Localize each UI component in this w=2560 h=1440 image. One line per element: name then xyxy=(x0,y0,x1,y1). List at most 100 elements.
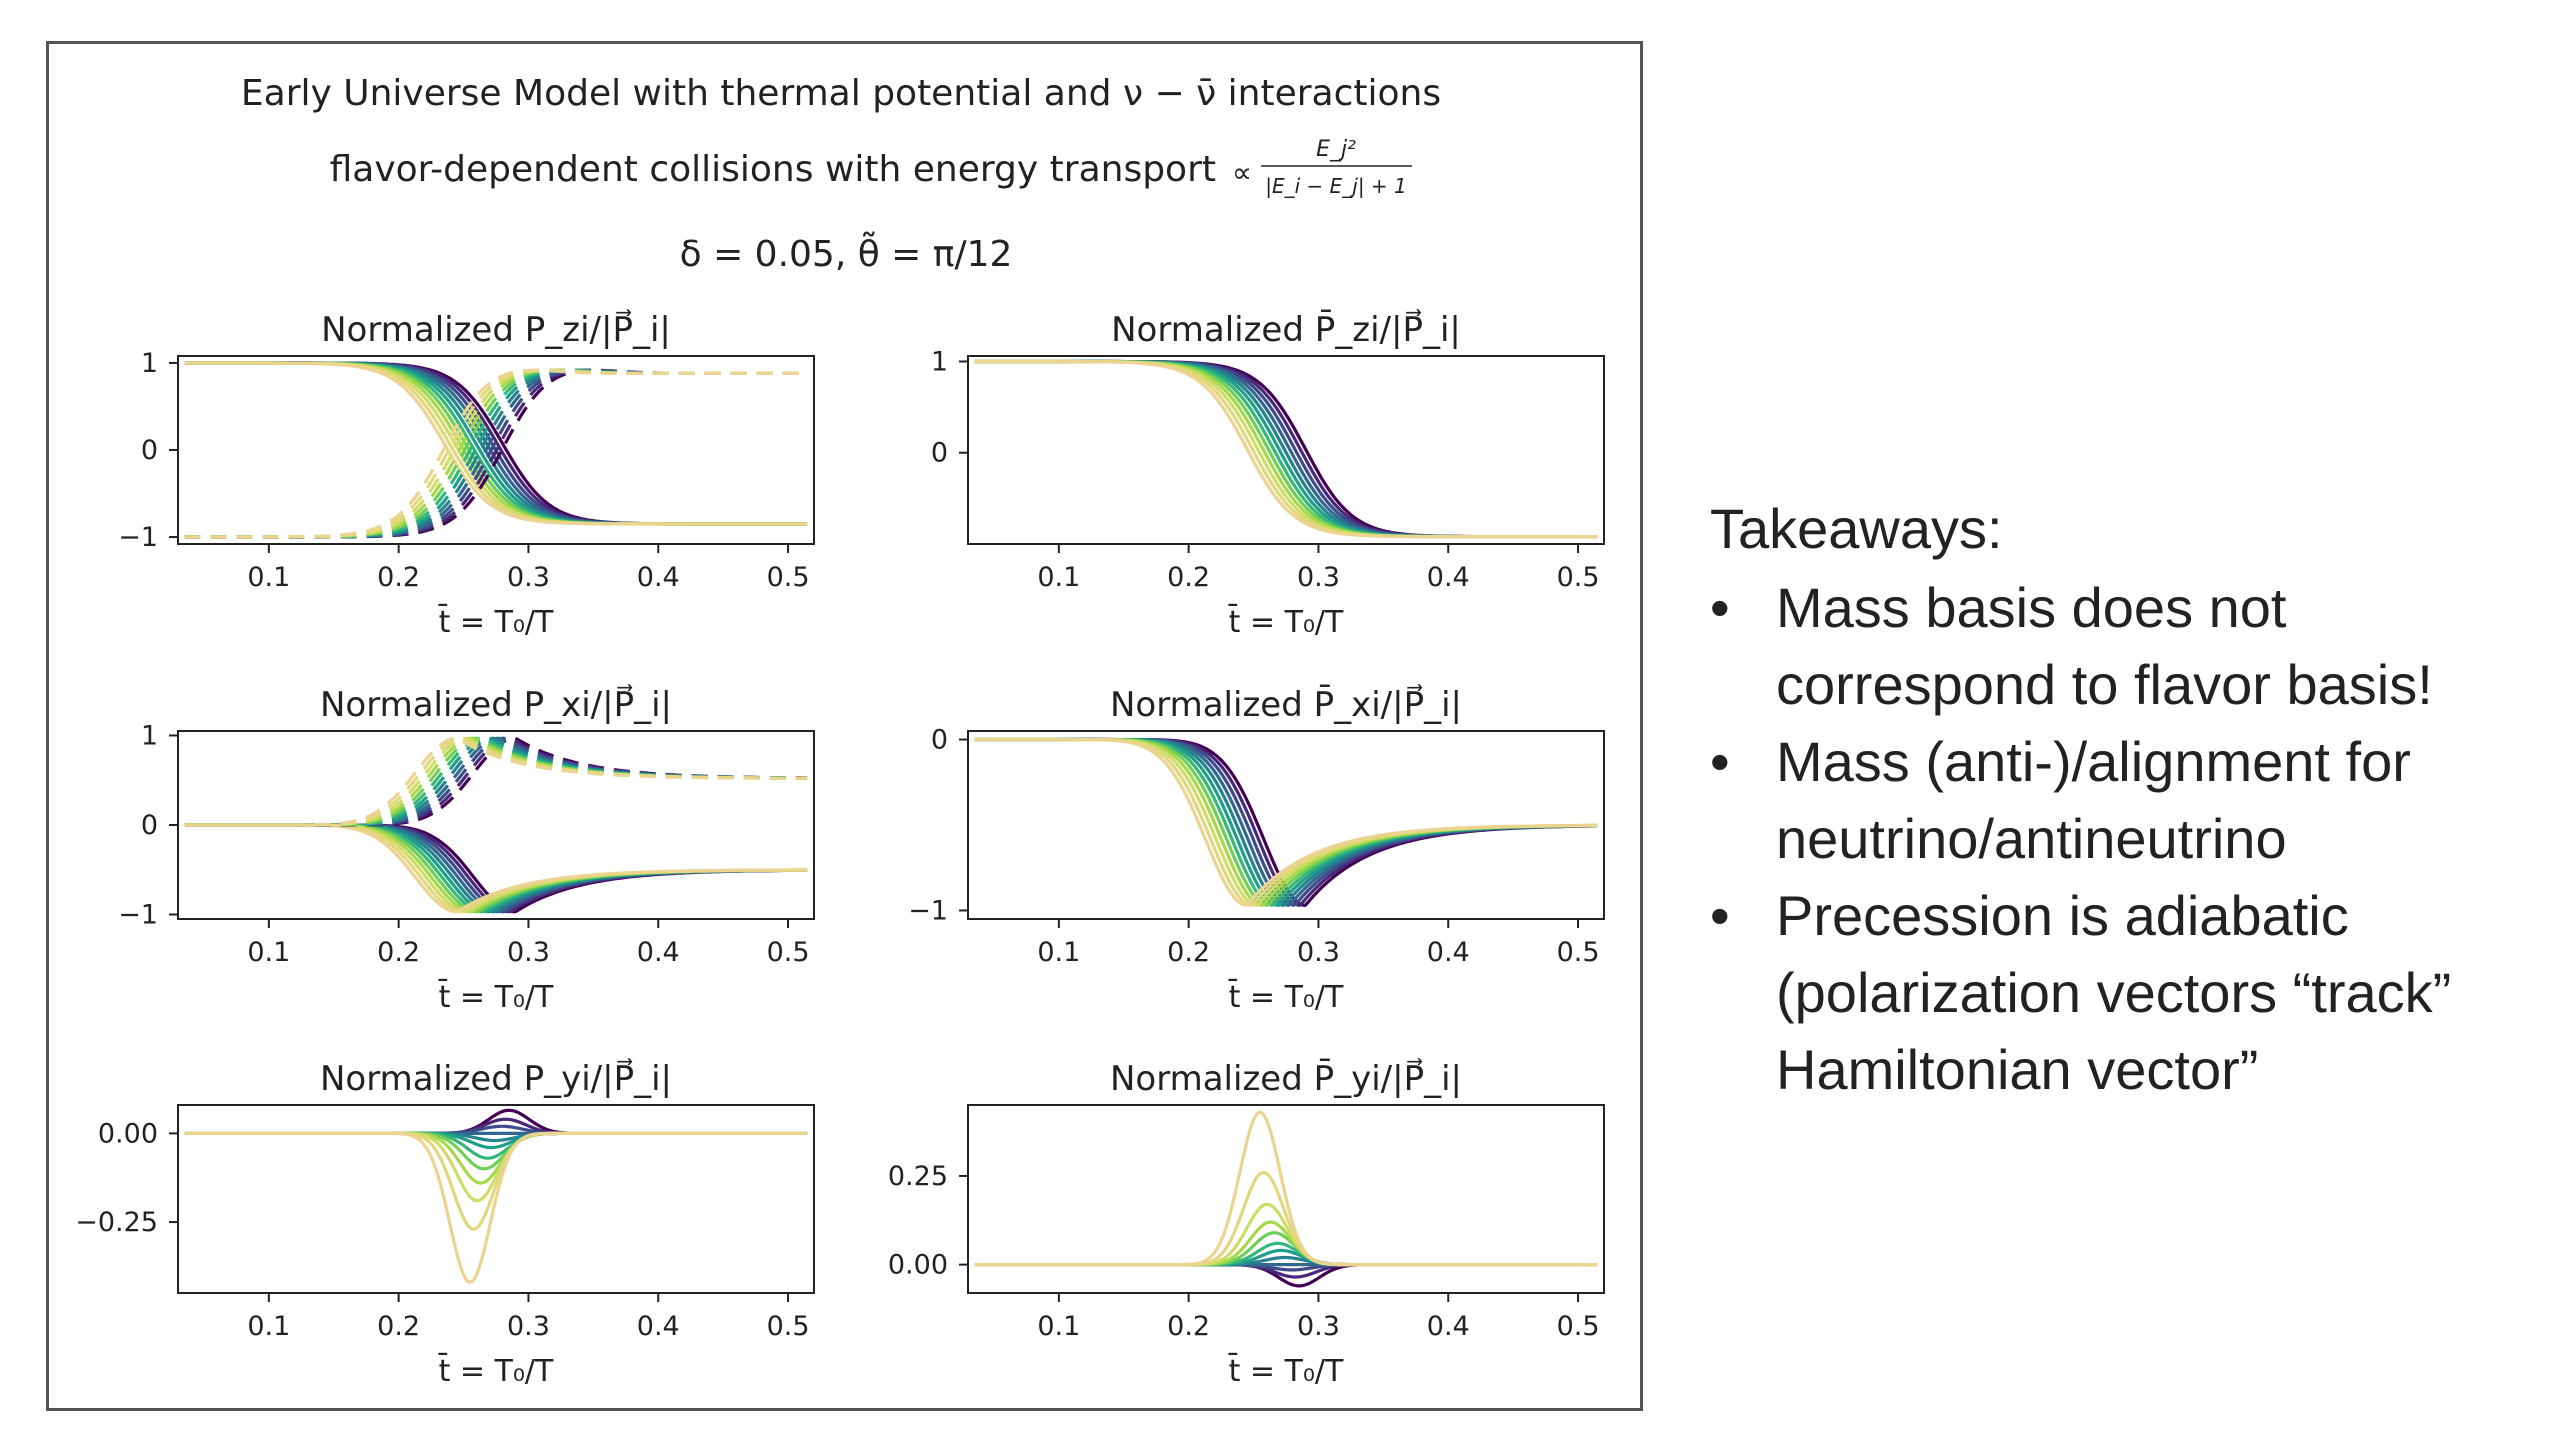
series-line xyxy=(974,737,1598,907)
subplot: Normalized P_zi/|P⃗_i| 0.1 0.2 0.3 0.4 0.5 1 0 −… xyxy=(118,309,815,640)
y-tick-label: 1 xyxy=(141,348,158,379)
plot-frame xyxy=(967,355,1605,545)
takeaway-item: • Precession is adiabatic (polarization … xyxy=(1710,877,2550,1108)
x-tick-label: 0.3 xyxy=(507,1311,550,1342)
curve-group xyxy=(184,1108,808,1285)
x-tick-label: 0.5 xyxy=(767,1311,810,1342)
takeaway-line: correspond to flavor basis! xyxy=(1776,653,2433,716)
takeaway-item: • Mass basis does not correspond to flav… xyxy=(1710,569,2550,723)
x-tick-label: 0.4 xyxy=(637,937,680,968)
bullet-icon: • xyxy=(1710,884,1730,947)
formula-numerator: E_j² xyxy=(1316,137,1356,162)
subplot: Normalized P_xi/|P⃗_i| 0.1 0.2 0.3 0.4 0.5 1 0 −… xyxy=(118,684,815,1015)
y-tick-label: −1 xyxy=(118,522,158,553)
series-line xyxy=(184,1131,808,1203)
x-axis-label: t̄ = T₀/T xyxy=(438,1353,554,1389)
x-tick-label: 0.5 xyxy=(767,562,810,593)
subplot-title: Normalized P_yi/|P⃗_i| xyxy=(320,1058,672,1099)
plot-frame xyxy=(177,1104,815,1294)
figure-canvas: Early Universe Model with thermal potent… xyxy=(75,73,1605,1389)
dashed-series-line xyxy=(184,368,808,539)
formula-prefix: ∝ xyxy=(1232,156,1252,189)
subplot-title: Normalized P_zi/|P⃗_i| xyxy=(321,309,671,350)
takeaway-line: Precession is adiabatic xyxy=(1776,884,2349,947)
x-axis-label: t̄ = T₀/T xyxy=(1228,979,1344,1015)
y-tick-label: −0.25 xyxy=(75,1207,158,1238)
x-tick-label: 0.3 xyxy=(507,562,550,593)
dashed-series-line xyxy=(184,736,808,827)
series-line xyxy=(974,737,1598,908)
x-axis-label: t̄ = T₀/T xyxy=(1228,604,1344,640)
curve-group xyxy=(184,736,808,914)
bullet-icon: • xyxy=(1710,576,1730,639)
subplot-grid: Normalized P_zi/|P⃗_i| 0.1 0.2 0.3 0.4 0.5 1 0 −… xyxy=(75,309,1605,1389)
x-tick-label: 0.2 xyxy=(1167,562,1210,593)
x-tick-label: 0.1 xyxy=(247,1311,290,1342)
subplot-title: Normalized P_xi/|P⃗_i| xyxy=(320,684,672,725)
y-tick-label: 1 xyxy=(931,346,948,377)
x-tick-label: 0.5 xyxy=(767,937,810,968)
x-tick-label: 0.3 xyxy=(1297,937,1340,968)
y-tick-label: 0.25 xyxy=(888,1161,948,1192)
dashed-series-line xyxy=(184,368,808,539)
x-tick-label: 0.1 xyxy=(1037,937,1080,968)
series-line xyxy=(184,823,808,914)
takeaways-panel: Takeaways: • Mass basis does not corresp… xyxy=(1710,490,2550,1108)
figure-title: Early Universe Model with thermal potent… xyxy=(241,73,1441,275)
dashed-series-line xyxy=(184,368,808,539)
x-tick-label: 0.4 xyxy=(1427,937,1470,968)
series-line xyxy=(184,1131,808,1171)
subplot-title: Normalized P̄_zi/|P⃗_i| xyxy=(1111,309,1461,350)
title-line-3: δ = 0.05, θ̃ = π/12 xyxy=(680,231,1013,275)
curve-group xyxy=(184,361,808,539)
dashed-series-line xyxy=(184,368,808,539)
x-axis-label: t̄ = T₀/T xyxy=(438,979,554,1015)
x-tick-label: 0.4 xyxy=(637,562,680,593)
takeaway-line: (polarization vectors “track” xyxy=(1776,961,2452,1024)
x-tick-label: 0.3 xyxy=(507,937,550,968)
x-tick-label: 0.2 xyxy=(377,1311,420,1342)
x-tick-label: 0.4 xyxy=(1427,562,1470,593)
y-tick-label: 0 xyxy=(141,435,158,466)
y-tick-label: −1 xyxy=(908,895,948,926)
plot-frame xyxy=(967,1104,1605,1294)
series-line xyxy=(974,1110,1598,1267)
takeaways-list: • Mass basis does not correspond to flav… xyxy=(1710,569,2550,1108)
takeaway-line: Mass basis does not xyxy=(1776,576,2287,639)
subplot-title: Normalized P̄_xi/|P⃗_i| xyxy=(1110,684,1462,725)
series-line xyxy=(184,1131,808,1285)
y-tick-label: 0 xyxy=(931,438,948,469)
x-tick-label: 0.5 xyxy=(1557,1311,1600,1342)
y-tick-label: −1 xyxy=(118,900,158,931)
x-axis-label: t̄ = T₀/T xyxy=(1228,1353,1344,1389)
x-tick-label: 0.3 xyxy=(1297,1311,1340,1342)
x-tick-label: 0.2 xyxy=(377,937,420,968)
y-tick-label: 0.00 xyxy=(888,1250,948,1281)
takeaways-heading: Takeaways: xyxy=(1710,497,2003,560)
x-tick-label: 0.2 xyxy=(1167,937,1210,968)
y-tick-label: 0 xyxy=(931,725,948,756)
subplot: Normalized P̄_zi/|P⃗_i| 0.1 0.2 0.3 0.4 0.5 1 0… xyxy=(931,309,1605,640)
curve-group xyxy=(974,737,1598,908)
x-tick-label: 0.1 xyxy=(247,937,290,968)
subplot: Normalized P̄_xi/|P⃗_i| 0.1 0.2 0.3 0.4 0.5 0 −… xyxy=(908,684,1605,1015)
formula-denominator: |E_i − E_j| + 1 xyxy=(1265,174,1407,198)
x-tick-label: 0.1 xyxy=(1037,562,1080,593)
x-tick-label: 0.2 xyxy=(377,562,420,593)
x-tick-label: 0.4 xyxy=(637,1311,680,1342)
x-tick-label: 0.5 xyxy=(1557,937,1600,968)
x-tick-label: 0.5 xyxy=(1557,562,1600,593)
x-tick-label: 0.4 xyxy=(1427,1311,1470,1342)
title-line-1: Early Universe Model with thermal potent… xyxy=(241,73,1441,114)
x-tick-label: 0.2 xyxy=(1167,1311,1210,1342)
x-tick-label: 0.1 xyxy=(1037,1311,1080,1342)
proportional-formula: ∝ E_j² |E_i − E_j| + 1 xyxy=(1232,137,1412,198)
takeaway-item: • Mass (anti-)/alignment for neutrino/an… xyxy=(1710,723,2550,877)
dashed-series-line xyxy=(184,368,808,539)
y-tick-label: 1 xyxy=(141,720,158,751)
curve-group xyxy=(974,1110,1598,1288)
dashed-series-line xyxy=(184,736,808,827)
y-tick-label: 0.00 xyxy=(98,1118,158,1149)
series-line xyxy=(184,361,808,526)
x-tick-label: 0.1 xyxy=(247,562,290,593)
